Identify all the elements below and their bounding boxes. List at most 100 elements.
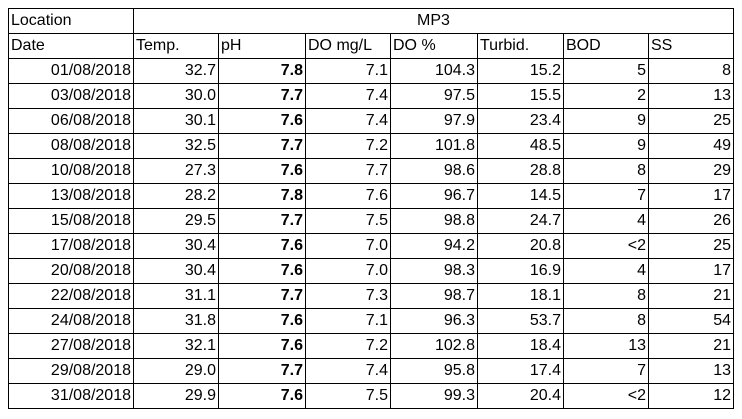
value-cell: 17 bbox=[648, 258, 734, 284]
value-cell: 20.8 bbox=[477, 233, 564, 259]
site-name: MP3 bbox=[133, 8, 734, 34]
data-row: 20/08/2018 30.4 7.6 7.0 98.3 16.9 4 17 bbox=[8, 258, 734, 284]
value-cell: 15.2 bbox=[477, 58, 564, 84]
value-cell: 7.6 bbox=[218, 333, 306, 359]
date-cell: 17/08/2018 bbox=[8, 233, 134, 259]
column-header: DO mg/L bbox=[305, 33, 391, 59]
value-cell: 4 bbox=[563, 258, 649, 284]
value-cell: 8 bbox=[648, 58, 734, 84]
value-cell: 97.5 bbox=[390, 83, 478, 109]
date-cell: 24/08/2018 bbox=[8, 308, 134, 334]
value-cell: 7.7 bbox=[218, 283, 306, 309]
date-cell: 10/08/2018 bbox=[8, 158, 134, 184]
data-row: 06/08/2018 30.1 7.6 7.4 97.9 23.4 9 25 bbox=[8, 108, 734, 134]
value-cell: 7.6 bbox=[305, 183, 391, 209]
value-cell: 99.3 bbox=[390, 383, 478, 409]
value-cell: 102.8 bbox=[390, 333, 478, 359]
value-cell: 4 bbox=[563, 208, 649, 234]
value-cell: 18.4 bbox=[477, 333, 564, 359]
value-cell: 17.4 bbox=[477, 358, 564, 384]
data-row: 03/08/2018 30.0 7.7 7.4 97.5 15.5 2 13 bbox=[8, 83, 734, 109]
date-cell: 13/08/2018 bbox=[8, 183, 134, 209]
column-header: Temp. bbox=[133, 33, 219, 59]
value-cell: 28.8 bbox=[477, 158, 564, 184]
value-cell: 7.7 bbox=[218, 83, 306, 109]
value-cell: 7.0 bbox=[305, 233, 391, 259]
value-cell: 54 bbox=[648, 308, 734, 334]
table-container: Location MP3 Date Temp. pH DO mg/L DO % Turbi… bbox=[8, 8, 734, 409]
header-row: Date Temp. pH DO mg/L DO % Turbid. BOD SS bbox=[8, 33, 734, 59]
value-cell: 15.5 bbox=[477, 83, 564, 109]
value-cell: 53.7 bbox=[477, 308, 564, 334]
value-cell: 7.4 bbox=[305, 83, 391, 109]
value-cell: 7.1 bbox=[305, 308, 391, 334]
data-row: 27/08/2018 32.1 7.6 7.2 102.8 18.4 13 21 bbox=[8, 333, 734, 359]
value-cell: 7 bbox=[563, 183, 649, 209]
column-header: Date bbox=[8, 33, 134, 59]
value-cell: 2 bbox=[563, 83, 649, 109]
value-cell: 7.1 bbox=[305, 58, 391, 84]
value-cell: 30.1 bbox=[133, 108, 219, 134]
value-cell: 98.3 bbox=[390, 258, 478, 284]
value-cell: 31.1 bbox=[133, 283, 219, 309]
value-cell: 7.6 bbox=[218, 383, 306, 409]
value-cell: 30.4 bbox=[133, 233, 219, 259]
value-cell: 98.6 bbox=[390, 158, 478, 184]
value-cell: 9 bbox=[563, 108, 649, 134]
date-cell: 01/08/2018 bbox=[8, 58, 134, 84]
value-cell: 7.2 bbox=[305, 333, 391, 359]
value-cell: 29 bbox=[648, 158, 734, 184]
value-cell: 7.8 bbox=[218, 58, 306, 84]
date-cell: 27/08/2018 bbox=[8, 333, 134, 359]
value-cell: 8 bbox=[563, 308, 649, 334]
value-cell: 7.5 bbox=[305, 383, 391, 409]
value-cell: <2 bbox=[563, 233, 649, 259]
date-cell: 20/08/2018 bbox=[8, 258, 134, 284]
date-cell: 06/08/2018 bbox=[8, 108, 134, 134]
value-cell: 97.9 bbox=[390, 108, 478, 134]
date-cell: 29/08/2018 bbox=[8, 358, 134, 384]
value-cell: 7.4 bbox=[305, 108, 391, 134]
value-cell: 20.4 bbox=[477, 383, 564, 409]
data-row: 15/08/2018 29.5 7.7 7.5 98.8 24.7 4 26 bbox=[8, 208, 734, 234]
data-row: 24/08/2018 31.8 7.6 7.1 96.3 53.7 8 54 bbox=[8, 308, 734, 334]
location-label: Location bbox=[8, 8, 134, 34]
value-cell: 31.8 bbox=[133, 308, 219, 334]
value-cell: 7.6 bbox=[218, 258, 306, 284]
data-row: 13/08/2018 28.2 7.8 7.6 96.7 14.5 7 17 bbox=[8, 183, 734, 209]
data-table: Location MP3 Date Temp. pH DO mg/L DO % Turbi… bbox=[8, 8, 734, 409]
value-cell: 7.0 bbox=[305, 258, 391, 284]
value-cell: 49 bbox=[648, 133, 734, 159]
value-cell: 28.2 bbox=[133, 183, 219, 209]
data-row: 22/08/2018 31.1 7.7 7.3 98.7 18.1 8 21 bbox=[8, 283, 734, 309]
value-cell: 13 bbox=[563, 333, 649, 359]
value-cell: 21 bbox=[648, 333, 734, 359]
value-cell: 104.3 bbox=[390, 58, 478, 84]
value-cell: 7.7 bbox=[218, 133, 306, 159]
date-cell: 03/08/2018 bbox=[8, 83, 134, 109]
data-row: 29/08/2018 29.0 7.7 7.4 95.8 17.4 7 13 bbox=[8, 358, 734, 384]
value-cell: 16.9 bbox=[477, 258, 564, 284]
column-header: Turbid. bbox=[477, 33, 564, 59]
value-cell: 24.7 bbox=[477, 208, 564, 234]
value-cell: 98.7 bbox=[390, 283, 478, 309]
date-cell: 08/08/2018 bbox=[8, 133, 134, 159]
column-header: BOD bbox=[563, 33, 649, 59]
value-cell: 12 bbox=[648, 383, 734, 409]
value-cell: 7.7 bbox=[218, 208, 306, 234]
value-cell: 7 bbox=[563, 358, 649, 384]
value-cell: 13 bbox=[648, 83, 734, 109]
value-cell: 8 bbox=[563, 283, 649, 309]
value-cell: 29.5 bbox=[133, 208, 219, 234]
value-cell: 25 bbox=[648, 233, 734, 259]
value-cell: 7.7 bbox=[305, 158, 391, 184]
column-header: SS bbox=[648, 33, 734, 59]
date-cell: 15/08/2018 bbox=[8, 208, 134, 234]
data-row: 10/08/2018 27.3 7.6 7.7 98.6 28.8 8 29 bbox=[8, 158, 734, 184]
value-cell: 29.0 bbox=[133, 358, 219, 384]
value-cell: 9 bbox=[563, 133, 649, 159]
value-cell: 30.0 bbox=[133, 83, 219, 109]
value-cell: 96.7 bbox=[390, 183, 478, 209]
value-cell: 32.1 bbox=[133, 333, 219, 359]
value-cell: 7.6 bbox=[218, 233, 306, 259]
